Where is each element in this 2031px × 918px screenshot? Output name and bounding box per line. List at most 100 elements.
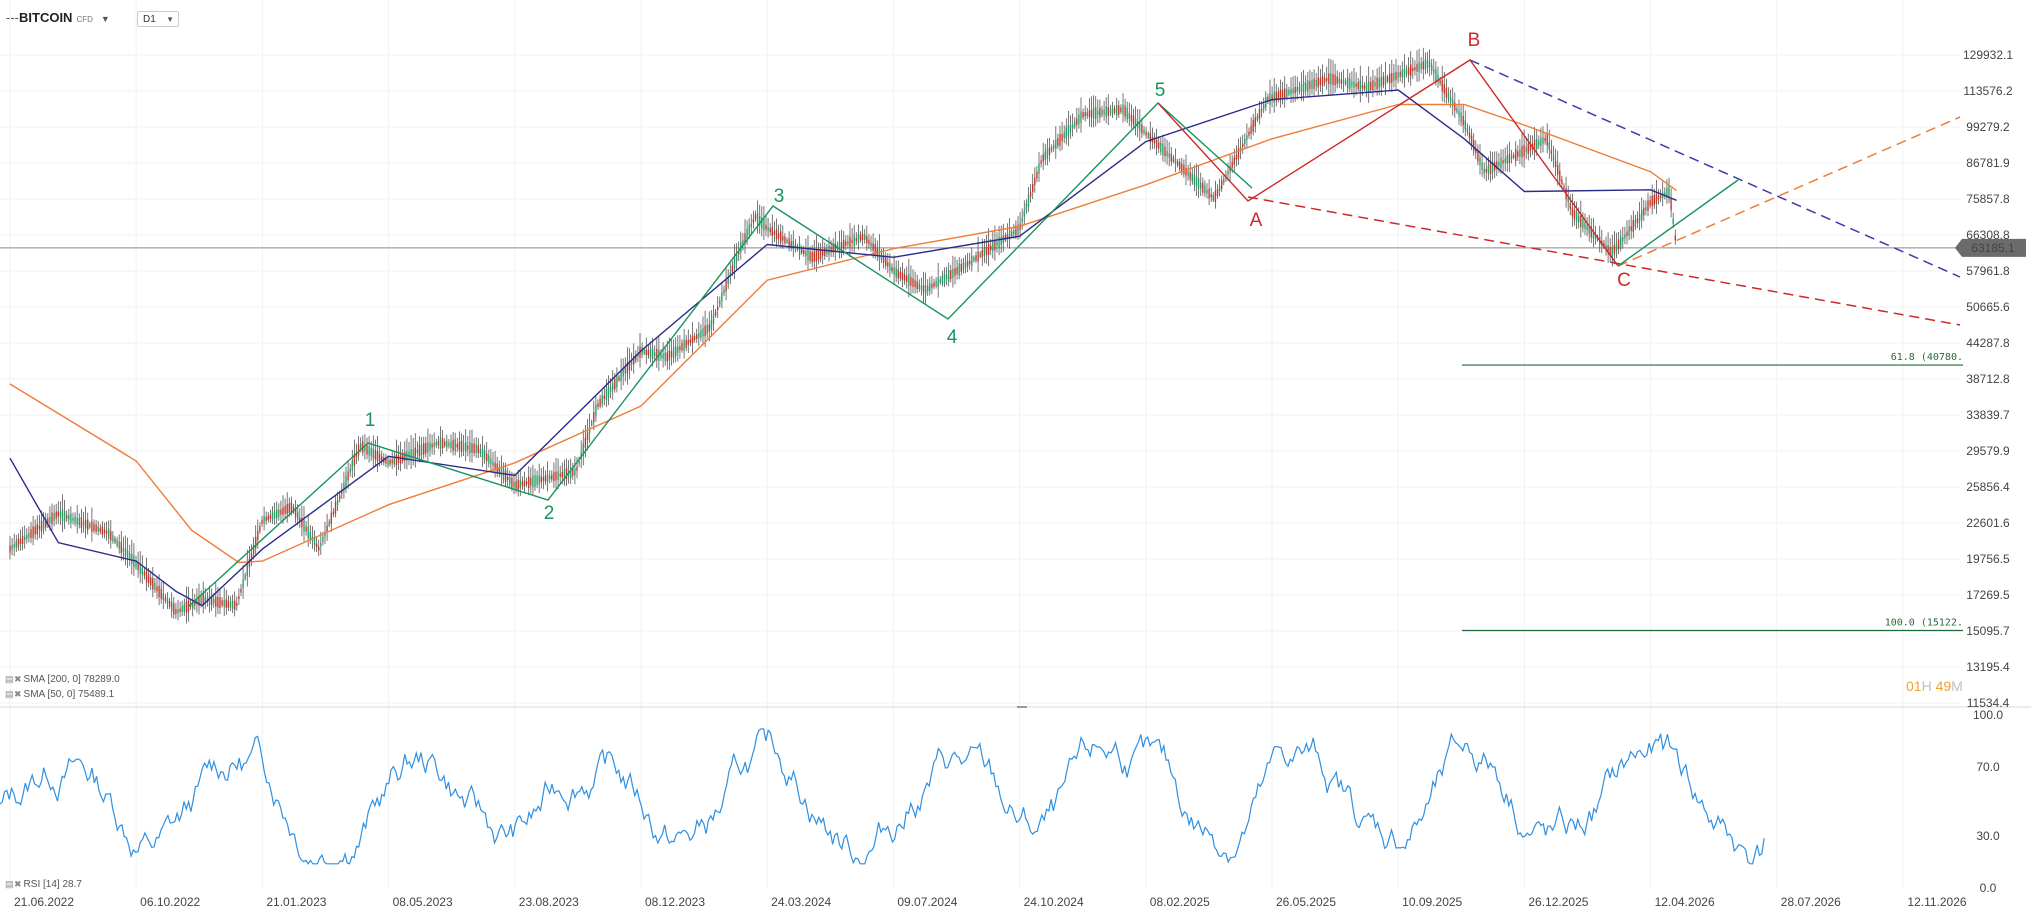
price-candle bbox=[309, 532, 311, 539]
price-candle bbox=[1149, 132, 1151, 143]
price-candle bbox=[265, 516, 267, 521]
price-candle bbox=[538, 475, 540, 485]
price-candle bbox=[1540, 137, 1542, 147]
price-candle bbox=[1090, 109, 1093, 118]
price-candle bbox=[1172, 157, 1175, 162]
price-tick-label: 11534.4 bbox=[1967, 696, 2010, 710]
price-candle bbox=[42, 520, 45, 529]
price-candle bbox=[868, 239, 870, 245]
price-candle bbox=[597, 403, 599, 407]
symbol-selector[interactable]: ---BITCOIN CFD ▼ bbox=[6, 10, 110, 25]
price-candle bbox=[746, 228, 748, 240]
price-candle bbox=[99, 527, 101, 532]
price-candle bbox=[698, 332, 700, 338]
settings-icon[interactable]: ▤ ✖ bbox=[5, 689, 22, 699]
price-candle bbox=[97, 526, 99, 532]
price-candle bbox=[1559, 170, 1561, 182]
chevron-down-icon[interactable]: ▼ bbox=[100, 14, 110, 24]
price-candle bbox=[433, 442, 435, 447]
price-tick-label: 66308.8 bbox=[1966, 228, 2010, 242]
price-candle bbox=[1120, 107, 1122, 113]
price-candle bbox=[133, 555, 135, 568]
price-candle bbox=[1179, 162, 1181, 170]
price-candle bbox=[452, 439, 454, 451]
price-candle bbox=[1109, 109, 1112, 113]
settings-icon[interactable]: ▤ ✖ bbox=[5, 674, 22, 684]
sma50-legend[interactable]: ▤ ✖ SMA [50, 0] 75489.1 bbox=[5, 689, 114, 700]
price-candle bbox=[528, 476, 530, 489]
price-candle bbox=[572, 468, 574, 476]
price-candle bbox=[693, 336, 696, 341]
corrective-wave-line bbox=[1157, 59, 1619, 267]
price-candle bbox=[40, 520, 43, 532]
price-candle bbox=[1279, 90, 1282, 101]
price-candle bbox=[1113, 108, 1116, 113]
price-candle bbox=[1170, 153, 1172, 162]
lower-channel-line bbox=[1247, 196, 1961, 326]
price-candle bbox=[666, 352, 668, 362]
price-candle bbox=[57, 511, 59, 517]
price-candle bbox=[441, 438, 444, 449]
price-candle bbox=[683, 340, 685, 351]
price-candle bbox=[1517, 151, 1519, 157]
rsi-legend[interactable]: ▤ ✖ RSI [14] 28.7 bbox=[5, 879, 82, 890]
price-candle bbox=[255, 536, 257, 549]
price-tick-label: 57961.8 bbox=[1966, 264, 2010, 278]
price-candle bbox=[273, 511, 276, 519]
price-candle bbox=[1166, 150, 1168, 157]
price-candle bbox=[351, 460, 353, 471]
price-candle bbox=[1344, 80, 1347, 85]
price-candle bbox=[87, 519, 89, 531]
price-candle bbox=[1191, 173, 1193, 182]
price-candle bbox=[633, 356, 635, 365]
price-candle bbox=[880, 253, 883, 261]
price-tick-label: 44287.8 bbox=[1966, 336, 2010, 350]
time-tick-label: 28.07.2026 bbox=[1781, 895, 1841, 909]
price-candle bbox=[1386, 77, 1389, 82]
price-candle bbox=[1057, 138, 1059, 147]
price-candle bbox=[1067, 125, 1070, 137]
price-candle bbox=[164, 597, 167, 601]
price-candle bbox=[1130, 114, 1133, 122]
price-candle bbox=[1122, 104, 1124, 115]
price-candle bbox=[215, 596, 217, 607]
price-candle bbox=[1015, 225, 1017, 236]
price-candle bbox=[943, 273, 946, 284]
wave-label: B bbox=[1468, 30, 1481, 51]
price-candle bbox=[76, 517, 78, 525]
price-candle bbox=[1443, 84, 1445, 94]
price-candle bbox=[1069, 124, 1072, 132]
price-candle bbox=[662, 353, 664, 359]
price-candle bbox=[1643, 207, 1645, 216]
price-tick-label: 17269.5 bbox=[1966, 588, 2010, 602]
price-candle bbox=[320, 543, 322, 547]
price-candle bbox=[418, 444, 421, 457]
price-candle bbox=[1552, 155, 1555, 161]
price-candle bbox=[1542, 137, 1544, 145]
price-candle bbox=[763, 219, 765, 231]
price-candle bbox=[1603, 242, 1605, 248]
price-candle bbox=[1470, 135, 1473, 146]
settings-icon[interactable]: ▤ ✖ bbox=[5, 879, 22, 889]
price-candle bbox=[1536, 139, 1538, 150]
price-candle bbox=[950, 270, 952, 279]
price-candle bbox=[1506, 155, 1508, 164]
price-candle bbox=[553, 472, 555, 482]
price-candle bbox=[960, 264, 962, 272]
sma200-legend[interactable]: ▤ ✖ SMA [200, 0] 78289.0 bbox=[5, 674, 120, 685]
price-candle bbox=[341, 489, 343, 494]
price-candle bbox=[1441, 79, 1443, 92]
price-candle bbox=[1512, 154, 1515, 158]
price-candle bbox=[857, 234, 860, 243]
price-candle bbox=[101, 526, 104, 535]
price-candle bbox=[729, 272, 731, 278]
price-candle bbox=[507, 476, 509, 480]
timeframe-select[interactable]: D1 ▼ bbox=[137, 11, 179, 27]
price-candle bbox=[135, 560, 137, 568]
price-candle bbox=[809, 251, 811, 261]
price-candle bbox=[1401, 70, 1403, 78]
price-candle bbox=[89, 523, 91, 528]
price-candle bbox=[570, 467, 572, 478]
price-candle bbox=[651, 348, 654, 359]
